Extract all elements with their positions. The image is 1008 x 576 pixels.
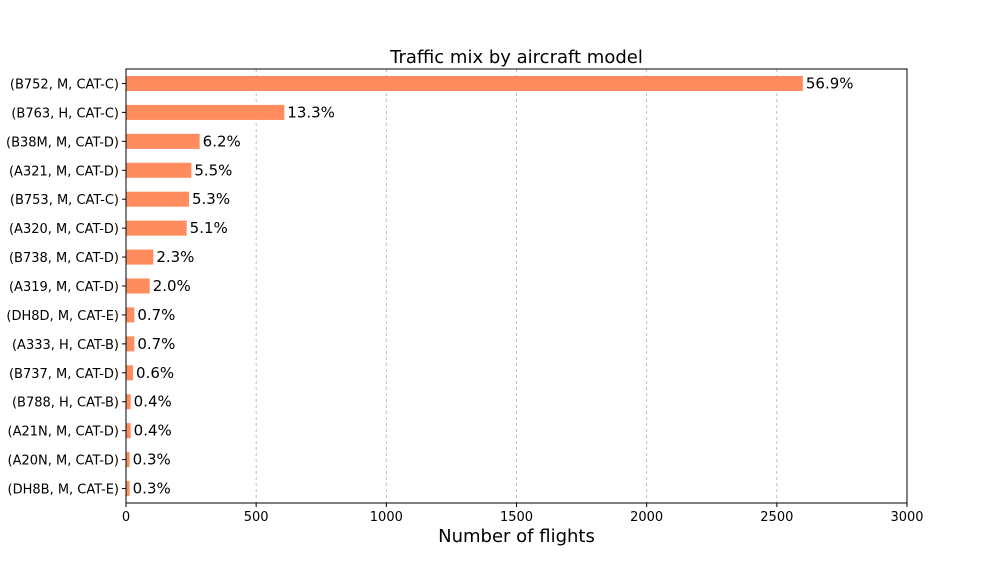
data-label: 0.3% [133,451,171,469]
bar [126,423,131,439]
data-label: 0.6% [136,364,174,382]
data-label: 5.5% [194,161,232,179]
chart-title: Traffic mix by aircraft model [389,47,643,68]
data-labels: 56.9% 13.3% 6.2% 5.5% 5.3% 5.1% 2.3% 2.0% 0.7% 0.… [133,74,854,497]
y-tick-label: (A20N, M, CAT-D) [8,454,119,469]
data-label: 0.7% [137,335,175,353]
y-tick-label: (DH8B, M, CAT-E) [8,483,119,498]
x-tick-label: 1000 [370,510,403,525]
data-label: 6.2% [203,132,241,150]
bar [126,191,190,207]
y-tick-label: (A319, M, CAT-D) [9,280,119,295]
y-tick-label: (B763, H, CAT-C) [11,106,119,121]
y-tick-label: (B788, H, CAT-B) [12,396,119,411]
data-label: 13.3% [287,103,335,121]
bar [126,365,134,381]
bar [126,75,803,91]
x-axis-label: Number of flights [438,526,595,547]
bar [126,278,150,294]
bars [126,75,803,497]
bar [126,220,187,236]
y-tick-label: (A333, H, CAT-B) [12,338,119,353]
y-tick-label: (B753, M, CAT-C) [10,193,119,208]
data-label: 0.3% [133,480,171,498]
x-tick-label: 500 [244,510,269,525]
bar [126,481,130,497]
y-tick-label: (A321, M, CAT-D) [9,164,119,179]
bar [126,394,131,410]
grid-lines [255,69,778,503]
data-label: 2.3% [156,248,194,266]
x-tick-label: 3000 [890,510,923,525]
bar [126,336,135,352]
bar [126,104,285,120]
plot-frame [125,68,908,504]
y-tick-label: (DH8D, M, CAT-E) [6,309,119,324]
bar [126,162,192,178]
x-tick-label: 2000 [630,510,663,525]
y-tick-label: (B38M, M, CAT-D) [6,135,119,150]
bar [126,133,200,149]
x-tick-label: 0 [122,510,130,525]
data-label: 2.0% [153,277,191,295]
y-tick-label: (B737, M, CAT-D) [9,367,119,382]
data-label: 0.4% [134,422,172,440]
y-axis-ticks: (B752, M, CAT-C) (B763, H, CAT-C) (B38M, M… [6,77,126,498]
x-tick-label: 2500 [760,510,793,525]
data-label: 56.9% [806,74,854,92]
bar [126,249,154,265]
y-tick-label: (B738, M, CAT-D) [9,251,119,266]
bar [126,307,135,323]
y-tick-label: (A21N, M, CAT-D) [8,425,119,440]
x-axis-ticks: 0 500 1000 1500 2000 2500 3000 [122,503,924,525]
data-label: 0.4% [134,393,172,411]
data-label: 0.7% [137,306,175,324]
y-tick-label: (A320, M, CAT-D) [9,222,119,237]
data-label: 5.1% [190,219,228,237]
bar [126,452,130,468]
data-label: 5.3% [192,190,230,208]
y-tick-label: (B752, M, CAT-C) [10,77,119,92]
x-tick-label: 1500 [500,510,533,525]
